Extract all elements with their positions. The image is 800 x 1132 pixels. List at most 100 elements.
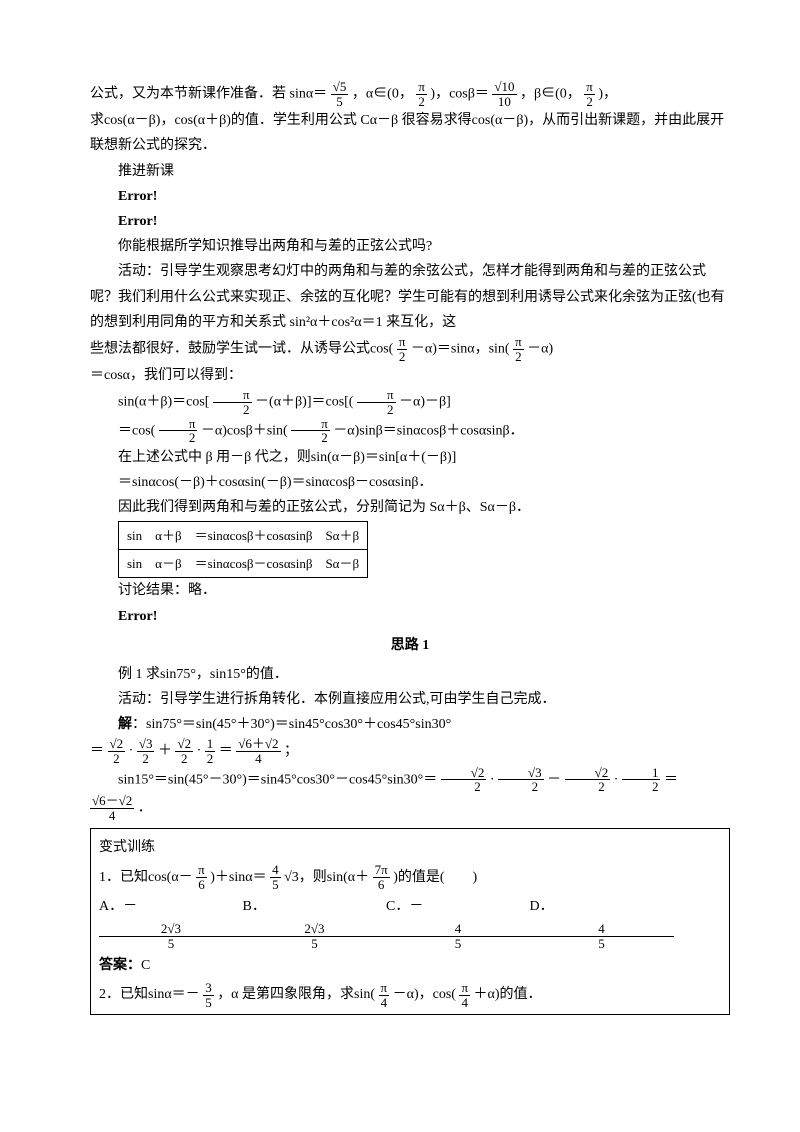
frac: 12	[205, 737, 216, 765]
exercise-box: 变式训练 1．已知cos(α－ π6 )＋sinα＝ 45 √3，则sin(α＋…	[90, 828, 730, 1014]
t: ·	[129, 744, 134, 759]
frac: π2	[159, 417, 198, 445]
vt-title: 变式训练	[99, 833, 721, 862]
ex1l3: sin15°＝sin(45°－30°)＝sin45°cos30°－cos45°s…	[90, 766, 730, 794]
answer: 答案：C	[99, 951, 721, 980]
frac: 7π6	[373, 863, 390, 891]
p7d: ＝cosα，我们可以得到：	[90, 363, 730, 388]
t: sin15°＝sin(45°－30°)＝sin45°cos30°－cos45°s…	[118, 772, 437, 787]
t: ＝	[664, 772, 678, 787]
t: －(α＋β)]＝cos[(	[255, 395, 353, 410]
ans-label: 答案：	[99, 958, 141, 973]
options: A．－2√35 B．2√35 C．－45 D．45	[99, 892, 721, 951]
frac: √22	[565, 766, 611, 794]
row1: sin α＋β ＝sinαcosβ＋cosαsinβ Sα＋β	[119, 521, 368, 549]
err3: Error!	[90, 604, 730, 629]
frac: π2	[513, 335, 524, 363]
t: ；	[284, 744, 298, 759]
t: ＝	[90, 744, 104, 759]
t: －α)＝sinα，sin(	[411, 341, 510, 356]
t: －	[547, 772, 561, 787]
frac: π2	[291, 417, 330, 445]
frac: 35	[203, 981, 214, 1009]
t: ＋	[158, 744, 172, 759]
eq5: 因此我们得到两角和与差的正弦公式，分别简记为 Sα＋β、Sα－β．	[90, 495, 730, 520]
t: ·	[614, 772, 619, 787]
optB: B．2√35	[243, 892, 383, 951]
t: 公式，又为本节新课作准备．若 sinα＝	[90, 86, 327, 101]
frac: √1010	[492, 80, 516, 108]
frac: 45	[270, 863, 281, 891]
t: ，α∈(0，	[352, 86, 413, 101]
p1: 公式，又为本节新课作准备．若 sinα＝ √55 ，α∈(0， π2 )，cos…	[90, 80, 730, 108]
frac: π2	[584, 80, 595, 108]
ex1: 例 1 求sin75°，sin15°的值．	[90, 662, 730, 687]
err2: Error!	[90, 209, 730, 234]
p6: 活动：引导学生观察思考幻灯中的两角和与差的余弦公式，怎样才能得到两角和与差的正弦…	[90, 259, 730, 335]
q2: 2．已知sinα＝－ 35 ，α 是第四象限角，求sin( π4 －α)，cos…	[99, 980, 721, 1009]
label: 解	[118, 717, 132, 732]
p5: 你能根据所学知识推导出两角和与差的正弦公式吗?	[90, 234, 730, 259]
frac: π2	[416, 80, 427, 108]
t: ＝	[219, 744, 233, 759]
t: －α)sinβ＝sinαcosβ＋cosαsinβ．	[333, 423, 523, 438]
t: －α)，cos(	[393, 987, 456, 1002]
s1-title: 思路 1	[90, 633, 730, 658]
t: ＝cos(	[118, 423, 155, 438]
t: √3，则sin(α＋	[284, 870, 369, 885]
t: sin(α＋β)＝cos[	[118, 395, 209, 410]
eq1: sin(α＋β)＝cos[ π2 －(α＋β)]＝cos[( π2 －α)－β]	[90, 388, 730, 416]
frac: π2	[357, 388, 396, 416]
t: )，	[598, 86, 617, 101]
frac: √6＋√24	[236, 737, 280, 765]
t: －α)－β]	[399, 395, 451, 410]
row2: sin α－β ＝sinαcosβ－cosαsinβ Sα－β	[119, 549, 368, 577]
ans-val: C	[141, 958, 150, 973]
t: 2．已知sinα＝－	[99, 987, 200, 1002]
t: )＋sinα＝	[210, 870, 266, 885]
optA: A．－2√35	[99, 892, 239, 951]
ex1sol: 解：sin75°＝sin(45°＋30°)＝sin45°cos30°＋cos45…	[90, 712, 730, 737]
ex1l2: ＝ √22 · √32 ＋ √22 · 12 ＝ √6＋√24 ；	[90, 737, 730, 765]
t: ．	[138, 800, 152, 815]
frac: √55	[331, 80, 349, 108]
frac: π4	[379, 981, 390, 1009]
err1: Error!	[90, 184, 730, 209]
frac: √32	[137, 737, 155, 765]
q1: 1．已知cos(α－ π6 )＋sinα＝ 45 √3，则sin(α＋ 7π6 …	[99, 863, 721, 892]
frac: √6－√24	[90, 794, 134, 822]
frac: π4	[459, 981, 470, 1009]
t: 些想法都很好．鼓励学生试一试．从诱导公式cos(	[90, 341, 393, 356]
t: ·	[490, 772, 495, 787]
t: ＋α)的值．	[474, 987, 542, 1002]
eq3: 在上述公式中 β 用－β 代之，则sin(α－β)＝sin[α＋(－β)]	[90, 445, 730, 470]
optC: C．－45	[386, 892, 526, 951]
eq4: ＝sinαcos(－β)＋cosαsin(－β)＝sinαcosβ－cosαsi…	[90, 470, 730, 495]
ex1act: 活动：引导学生进行拆角转化．本例直接应用公式,可由学生自己完成．	[90, 687, 730, 712]
t: －α)cosβ＋sin(	[201, 423, 288, 438]
optD: D．45	[530, 892, 670, 951]
t: ：sin75°＝sin(45°＋30°)＝sin45°cos30°＋cos45°…	[132, 717, 451, 732]
frac: √22	[175, 737, 193, 765]
t: 1．已知cos(α－	[99, 870, 193, 885]
frac: π2	[213, 388, 252, 416]
frac: √22	[441, 766, 487, 794]
frac: 12	[622, 766, 661, 794]
frac: π2	[397, 335, 408, 363]
formula-table: sin α＋β ＝sinαcosβ＋cosαsinβ Sα＋β sin α－β …	[118, 521, 368, 579]
t: ，α 是第四象限角，求sin(	[217, 987, 375, 1002]
t: ，β∈(0，	[520, 86, 581, 101]
p3: 推进新课	[90, 159, 730, 184]
frac: √32	[498, 766, 544, 794]
eq2: ＝cos( π2 －α)cosβ＋sin( π2 －α)sinβ＝sinαcos…	[90, 417, 730, 445]
disc: 讨论结果：略．	[90, 578, 730, 603]
t: －α)	[527, 341, 553, 356]
frac: √22	[108, 737, 126, 765]
p7: 些想法都很好．鼓励学生试一试．从诱导公式cos( π2 －α)＝sinα，sin…	[90, 335, 730, 363]
t: ·	[197, 744, 202, 759]
t: )的值是( )	[393, 870, 477, 885]
t: )，cosβ＝	[430, 86, 488, 101]
p2: 求cos(α－β)，cos(α＋β)的值．学生利用公式 Cα－β 很容易求得co…	[90, 108, 730, 158]
ex1l4: √6－√24 ．	[90, 794, 730, 822]
frac: π6	[196, 863, 207, 891]
